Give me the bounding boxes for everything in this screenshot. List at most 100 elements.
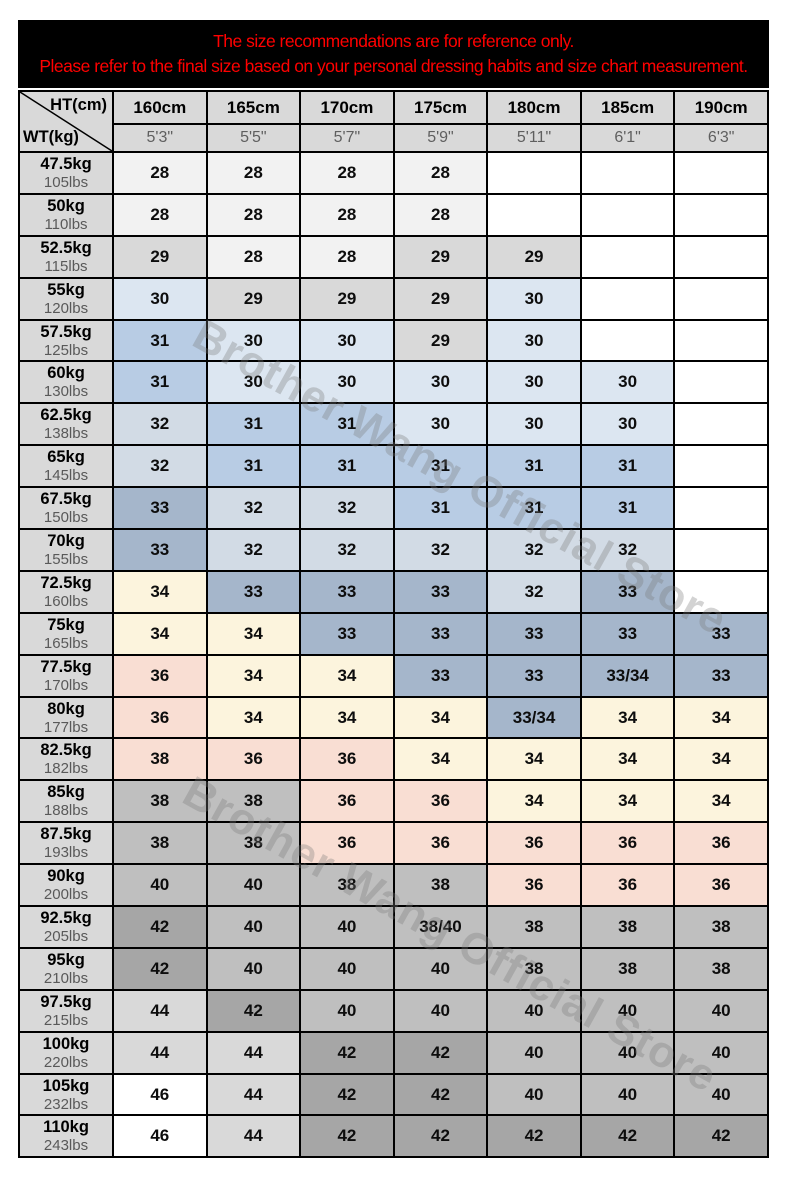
weight-lbs: 105lbs <box>43 173 89 191</box>
empty-cell <box>673 192 769 237</box>
weight-label: 82.5kg 182lbs <box>18 737 114 782</box>
size-cell: 31 <box>299 444 395 489</box>
height-cm-header: 180cm <box>486 90 582 125</box>
table-row: 97.5kg 215lbs 44 42 40 40 40 40 40 <box>18 988 769 1033</box>
size-cell: 44 <box>205 1030 302 1075</box>
size-cell: 40 <box>579 1030 676 1075</box>
size-cell: 38 <box>579 905 676 949</box>
weight-lbs: 150lbs <box>43 509 89 527</box>
size-cell: 32 <box>112 402 208 447</box>
height-cm-header: 170cm <box>299 90 395 125</box>
size-cell: 33 <box>392 569 489 614</box>
table-row: 55kg 120lbs 30 29 29 29 30 <box>18 276 769 321</box>
size-cell: 30 <box>486 360 582 405</box>
height-cm-header: 185cm <box>579 90 676 125</box>
size-cell: 28 <box>392 151 489 195</box>
weight-lbs: 215lbs <box>43 1011 89 1029</box>
weight-kg: 97.5kg <box>40 992 92 1011</box>
size-cell: 44 <box>205 1072 302 1117</box>
table-row: 90kg 200lbs 40 40 38 38 36 36 36 <box>18 863 769 908</box>
size-cell: 36 <box>392 821 489 866</box>
table-row: 82.5kg 182lbs 38 36 36 34 34 34 34 <box>18 737 769 782</box>
size-cell: 36 <box>486 821 582 866</box>
weight-label: 95kg 210lbs <box>18 946 114 991</box>
disclaimer-banner: The size recommendations are for referen… <box>18 20 769 88</box>
weight-kg: 65kg <box>47 448 85 467</box>
weight-lbs: 145lbs <box>43 467 89 485</box>
table-row: 65kg 145lbs 32 31 31 31 31 31 <box>18 444 769 489</box>
weight-label: 70kg 155lbs <box>18 528 114 572</box>
weight-lbs: 115lbs <box>44 257 88 275</box>
size-cell: 38 <box>112 737 208 782</box>
weight-kg: 85kg <box>47 783 85 802</box>
size-cell: 33 <box>486 653 582 698</box>
size-cell: 36 <box>392 779 489 824</box>
weight-label: 75kg 165lbs <box>18 611 114 656</box>
size-cell: 34 <box>579 695 676 740</box>
weight-label: 80kg 177lbs <box>18 695 114 740</box>
size-cell: 31 <box>579 444 676 489</box>
size-cell: 30 <box>299 360 395 405</box>
size-cell: 29 <box>392 234 489 279</box>
weight-kg: 55kg <box>47 280 85 299</box>
weight-lbs: 138lbs <box>43 425 89 443</box>
size-cell: 30 <box>299 318 395 363</box>
size-cell: 38 <box>486 946 582 991</box>
size-cell: 34 <box>486 737 582 782</box>
size-cell: 28 <box>205 234 302 279</box>
weight-kg: 60kg <box>47 364 85 383</box>
size-cell: 40 <box>112 863 208 908</box>
size-cell: 34 <box>673 737 769 782</box>
size-cell: 44 <box>112 988 208 1033</box>
weight-lbs: 193lbs <box>43 844 89 862</box>
size-cell: 40 <box>673 1072 769 1117</box>
weight-kg: 57.5kg <box>40 322 92 341</box>
size-cell: 42 <box>299 1030 395 1075</box>
table-row: 110kg 243lbs 46 44 42 42 42 42 42 <box>18 1114 769 1159</box>
empty-cell <box>673 360 769 405</box>
size-cell: 42 <box>299 1072 395 1117</box>
empty-cell <box>673 318 769 363</box>
weight-kg: 77.5kg <box>40 657 92 676</box>
size-cell: 29 <box>486 234 582 279</box>
size-cell: 32 <box>205 528 302 572</box>
size-cell: 30 <box>392 360 489 405</box>
weight-lbs: 220lbs <box>43 1053 89 1071</box>
size-cell: 30 <box>112 276 208 321</box>
weight-label: 72.5kg 160lbs <box>18 569 114 614</box>
size-cell: 29 <box>112 234 208 279</box>
weight-lbs: 177lbs <box>43 718 89 736</box>
size-cell: 34 <box>112 569 208 614</box>
size-cell: 40 <box>299 905 395 949</box>
size-cell: 40 <box>486 1030 582 1075</box>
size-cell: 31 <box>112 360 208 405</box>
size-cell: 40 <box>392 946 489 991</box>
size-cell: 38 <box>673 905 769 949</box>
empty-cell <box>673 486 769 531</box>
size-cell: 28 <box>205 192 302 237</box>
size-cell: 46 <box>112 1072 208 1117</box>
size-cell: 42 <box>392 1114 489 1159</box>
size-cell: 38 <box>112 779 208 824</box>
weight-kg: 72.5kg <box>40 573 92 592</box>
size-cell: 29 <box>392 276 489 321</box>
size-cell: 31 <box>112 318 208 363</box>
weight-lbs: 205lbs <box>43 927 89 945</box>
size-cell: 36 <box>299 821 395 866</box>
size-cell: 36 <box>673 821 769 866</box>
weight-label: 62.5kg 138lbs <box>18 402 114 447</box>
empty-cell <box>673 234 769 279</box>
size-cell: 42 <box>205 988 302 1033</box>
size-cell: 40 <box>486 1072 582 1117</box>
size-cell: 34 <box>112 611 208 656</box>
weight-label: 67.5kg 150lbs <box>18 486 114 531</box>
size-cell: 32 <box>486 569 582 614</box>
height-ft-header: 5'9" <box>392 123 489 153</box>
table-row: 100kg 220lbs 44 44 42 42 40 40 40 <box>18 1030 769 1075</box>
size-cell: 40 <box>486 988 582 1033</box>
size-cell: 33 <box>299 611 395 656</box>
size-cell: 40 <box>205 863 302 908</box>
size-cell: 34 <box>673 779 769 824</box>
size-cell: 34 <box>392 737 489 782</box>
weight-label: 50kg 110lbs <box>18 192 114 237</box>
